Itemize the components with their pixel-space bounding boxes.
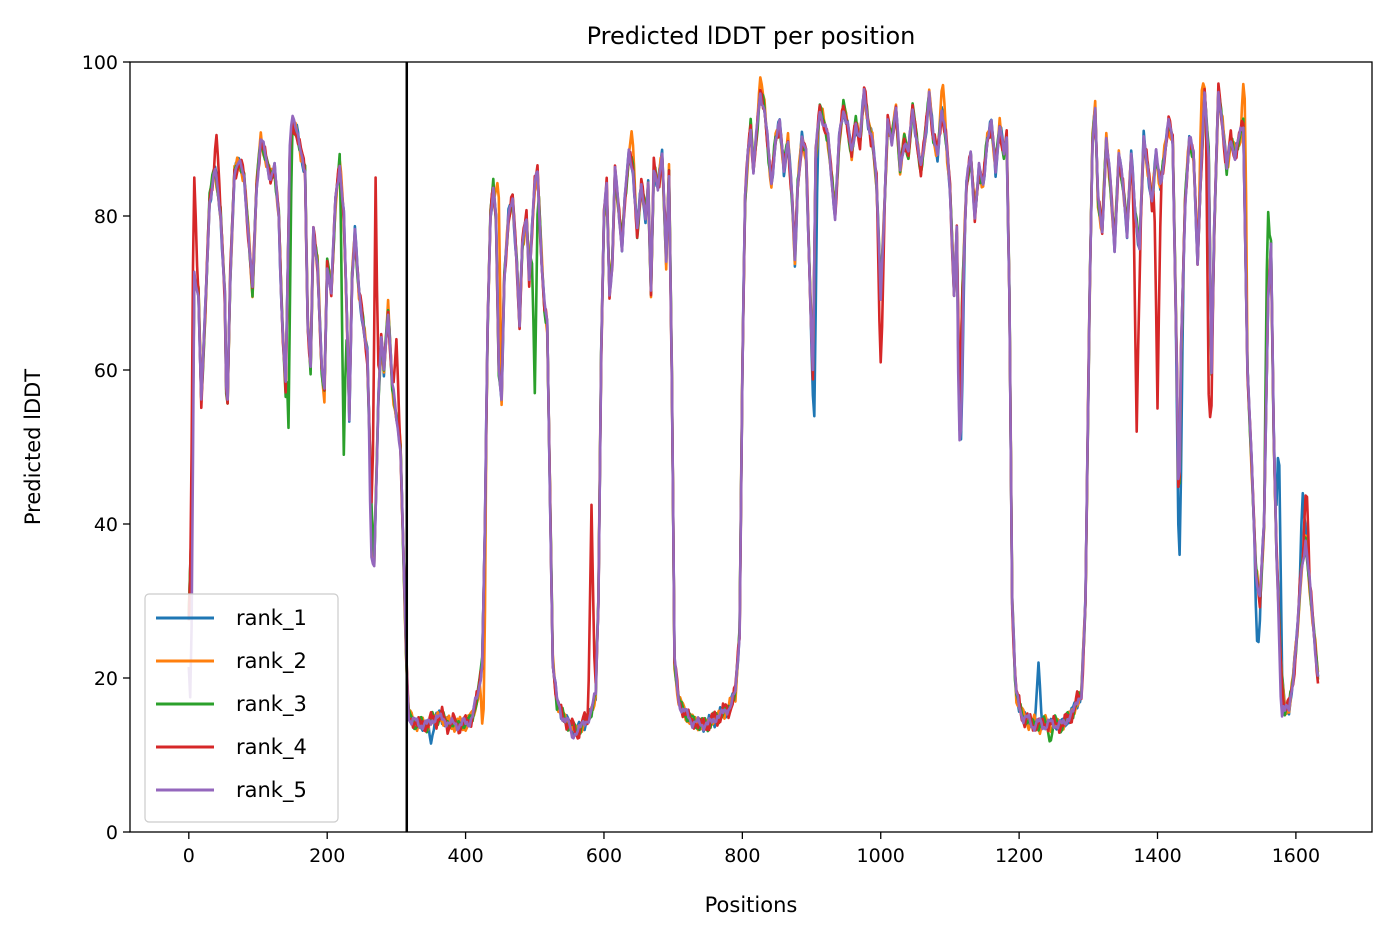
legend-label-rank_1: rank_1 — [236, 606, 307, 631]
legend-label-rank_3: rank_3 — [236, 692, 307, 717]
legend-label-rank_2: rank_2 — [236, 649, 307, 674]
y-tick-label: 0 — [106, 822, 118, 844]
x-tick-label: 1000 — [857, 845, 905, 867]
x-axis: 0 200 400 600 800 1000 1200 1400 1600 — [183, 832, 1320, 867]
y-tick-label: 100 — [82, 52, 118, 74]
y-tick-label: 60 — [94, 360, 118, 382]
y-axis-label: Predicted lDDT — [21, 369, 45, 525]
y-axis: 0 20 40 60 80 100 — [82, 52, 130, 844]
legend-label-rank_5: rank_5 — [236, 778, 307, 803]
y-tick-label: 20 — [94, 668, 118, 690]
legend: rank_1 rank_2 rank_3 rank_4 rank_5 — [144, 593, 339, 823]
x-tick-label: 1400 — [1133, 845, 1181, 867]
x-tick-label: 1200 — [995, 845, 1043, 867]
y-tick-label: 80 — [94, 206, 118, 228]
plot-frame — [129, 61, 1373, 833]
plot-area — [187, 76, 1320, 745]
legend-box — [144, 593, 339, 823]
x-tick-label: 400 — [447, 845, 483, 867]
chart-title: Predicted lDDT per position — [587, 22, 916, 50]
x-tick-label: 0 — [183, 845, 195, 867]
x-tick-label: 1600 — [1272, 845, 1320, 867]
legend-label-rank_4: rank_4 — [236, 735, 307, 760]
x-tick-label: 200 — [309, 845, 345, 867]
series-line-rank_5 — [187, 88, 1320, 740]
y-tick-label: 40 — [94, 514, 118, 536]
x-axis-label: Positions — [705, 893, 798, 917]
x-tick-label: 800 — [724, 845, 760, 867]
x-tick-label: 600 — [586, 845, 622, 867]
